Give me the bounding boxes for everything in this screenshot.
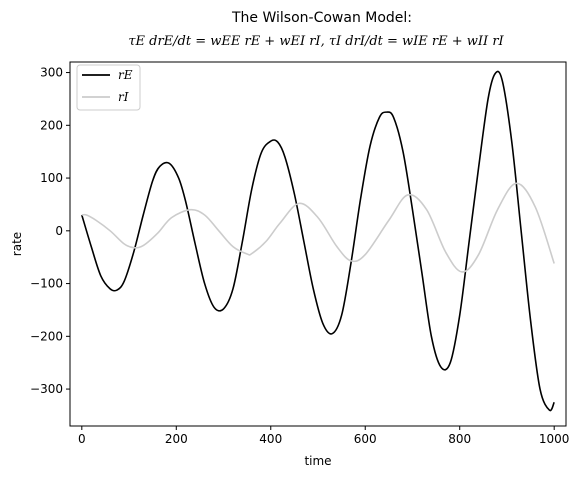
y-axis-label: rate (10, 232, 24, 256)
x-tick-label: 400 (259, 432, 282, 446)
x-tick-label: 1000 (539, 432, 570, 446)
x-tick-label: 200 (165, 432, 188, 446)
legend-label-ri: rI (118, 90, 129, 104)
plot-area (69, 61, 567, 427)
x-tick-label: 800 (448, 432, 471, 446)
y-tick-label: −100 (30, 277, 63, 291)
legend-box (76, 64, 141, 111)
chart-subtitle: τE drE/dt = wEE rE + wEI rI, τI drI/dt =… (128, 34, 504, 49)
y-tick-label: 0 (55, 224, 63, 238)
y-tick-label: −300 (30, 382, 63, 396)
x-axis-label: time (304, 454, 331, 468)
x-tick-label: 0 (78, 432, 86, 446)
y-tick-label: 100 (40, 171, 63, 185)
legend: rE rI (76, 64, 141, 111)
chart-title: The Wilson-Cowan Model: (231, 10, 412, 26)
series-line-ri (81, 182, 555, 273)
y-tick-label: −200 (30, 329, 63, 343)
series-layer (81, 70, 555, 412)
legend-label-re: rE (118, 68, 133, 82)
series-line-re (81, 70, 555, 412)
y-tick-label: 300 (40, 66, 63, 80)
x-tick-label: 600 (354, 432, 377, 446)
y-axis: −300 −200 −100 0 100 200 300 (30, 66, 70, 396)
y-tick-label: 200 (40, 118, 63, 132)
x-axis: 0 200 400 600 800 1000 (78, 426, 569, 446)
